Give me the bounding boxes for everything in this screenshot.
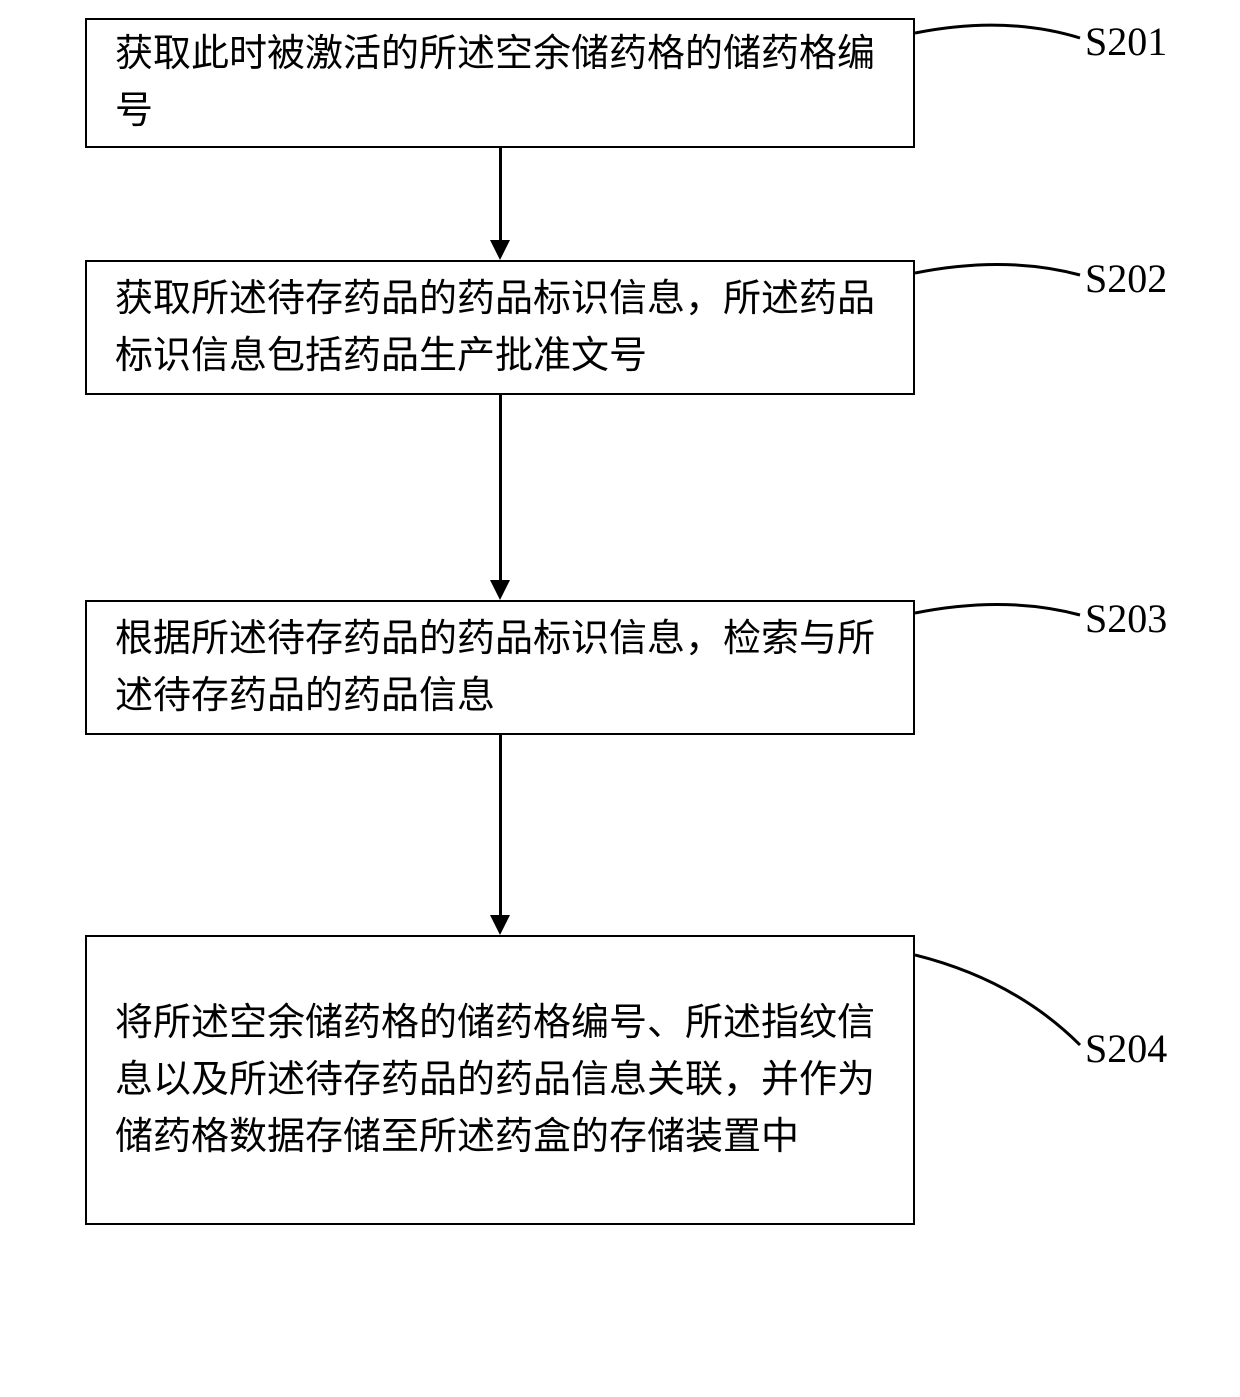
arrow-head-2	[490, 580, 510, 600]
arrow-head-3	[490, 915, 510, 935]
flowchart-step-s201: 获取此时被激活的所述空余储药格的储药格编号	[85, 18, 915, 148]
arrow-s202-s203	[499, 395, 502, 580]
step-text: 获取所述待存药品的药品标识信息，所述药品标识信息包括药品生产批准文号	[115, 271, 885, 385]
flowchart-step-s203: 根据所述待存药品的药品标识信息，检索与所述待存药品的药品信息	[85, 600, 915, 735]
step-text: 将所述空余储药格的储药格编号、所述指纹信息以及所述待存药品的药品信息关联，并作为…	[115, 995, 885, 1166]
step-label-s203: S203	[1085, 595, 1167, 642]
step-label-s202: S202	[1085, 255, 1167, 302]
step-text: 获取此时被激活的所述空余储药格的储药格编号	[115, 26, 885, 140]
flowchart-step-s204: 将所述空余储药格的储药格编号、所述指纹信息以及所述待存药品的药品信息关联，并作为…	[85, 935, 915, 1225]
flowchart-step-s202: 获取所述待存药品的药品标识信息，所述药品标识信息包括药品生产批准文号	[85, 260, 915, 395]
connector-s201	[915, 10, 1085, 70]
arrow-s203-s204	[499, 735, 502, 915]
arrow-s201-s202	[499, 148, 502, 240]
arrow-head-1	[490, 240, 510, 260]
step-text: 根据所述待存药品的药品标识信息，检索与所述待存药品的药品信息	[115, 611, 885, 725]
step-label-s204: S204	[1085, 1025, 1167, 1072]
connector-s202	[915, 250, 1085, 310]
connector-s204	[915, 945, 1085, 1065]
flowchart-container: 获取此时被激活的所述空余储药格的储药格编号 S201 获取所述待存药品的药品标识…	[0, 0, 1240, 1397]
step-label-s201: S201	[1085, 18, 1167, 65]
connector-s203	[915, 590, 1085, 650]
